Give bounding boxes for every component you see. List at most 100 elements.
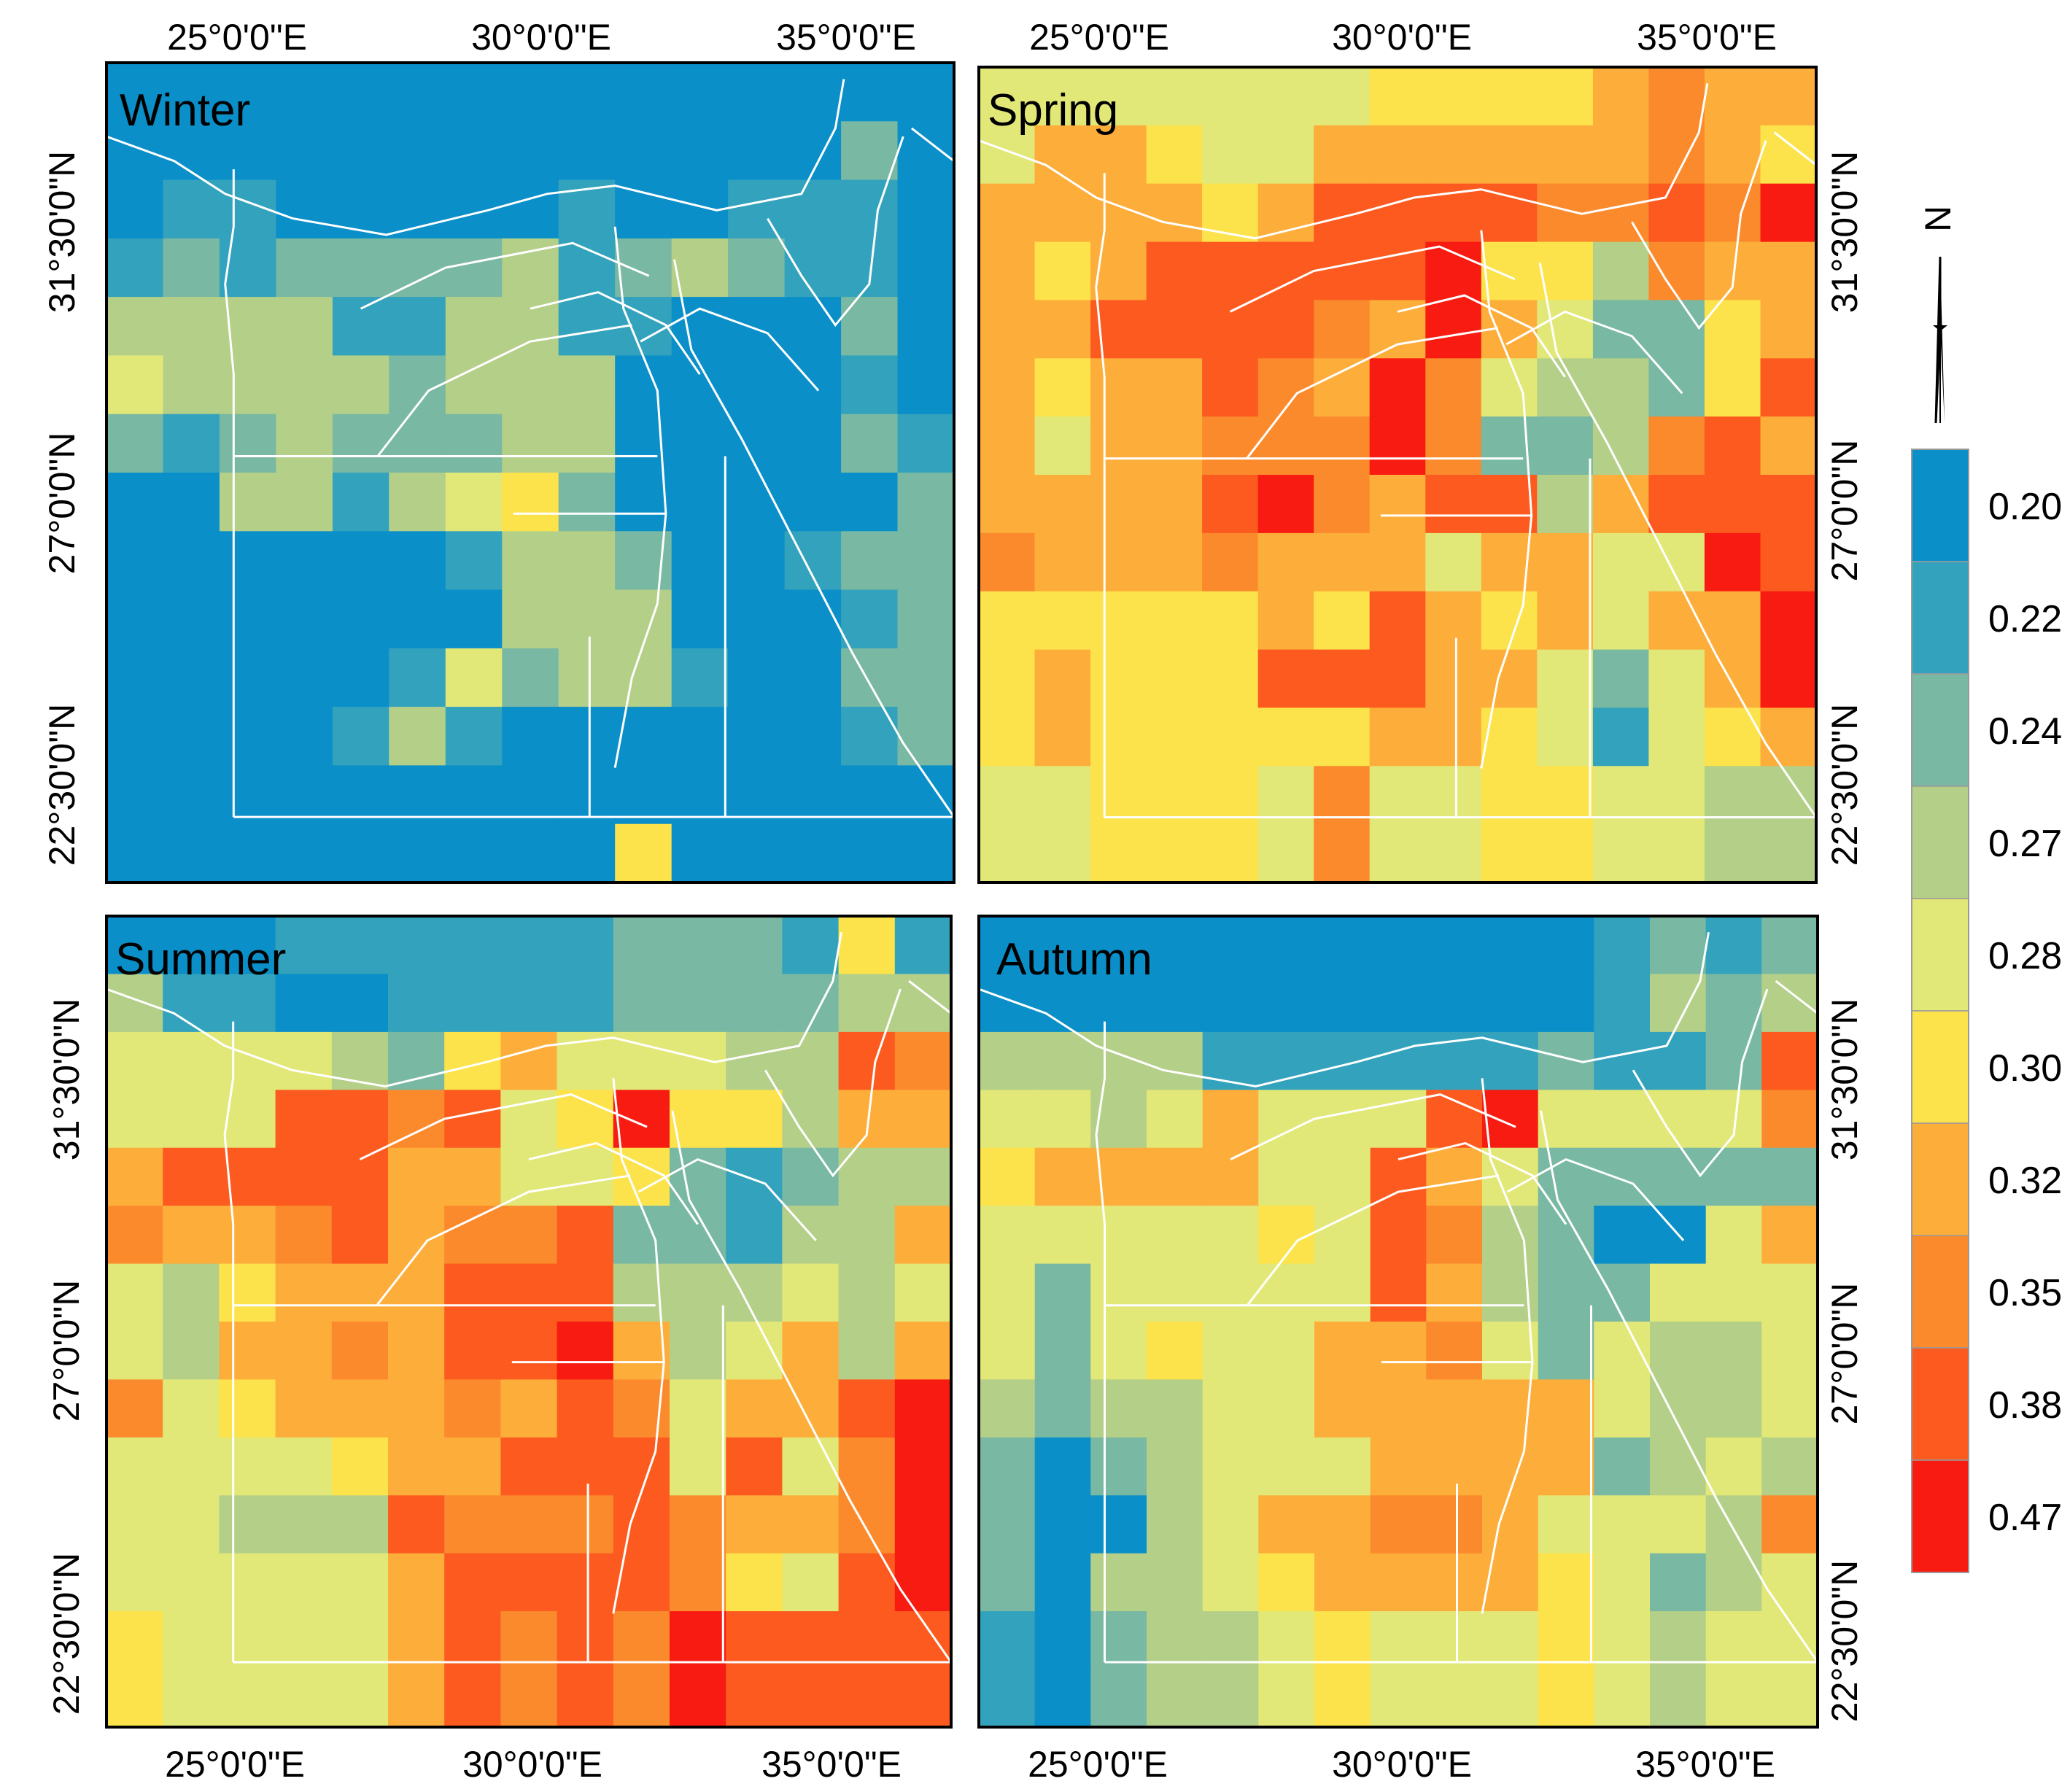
grid-cell xyxy=(726,916,783,974)
legend-swatch xyxy=(1911,673,1969,787)
grid-cell xyxy=(106,1437,163,1496)
grid-cell xyxy=(332,238,389,298)
grid-cell xyxy=(894,974,951,1033)
grid-cell xyxy=(1314,300,1371,359)
grid-cell xyxy=(1257,707,1314,767)
grid-cell xyxy=(1257,766,1314,825)
grid-cell xyxy=(782,1495,840,1554)
bottom-x-axis: 25°0'0"E 30°0'0"E 35°0'0"E 25°0'0"E 30°0… xyxy=(165,1744,1775,1785)
grid-cell xyxy=(1704,532,1761,592)
grid-cell xyxy=(1425,591,1482,651)
y-tick-label: 22°30'0"N xyxy=(1824,704,1865,866)
grid-cell xyxy=(1760,591,1816,651)
spring-grid-cells xyxy=(979,67,1816,883)
grid-cell xyxy=(389,823,446,883)
grid-cell xyxy=(1369,824,1426,883)
grid-cell xyxy=(331,974,389,1033)
grid-cell xyxy=(1761,1669,1818,1727)
grid-cell xyxy=(557,1669,614,1727)
grid-cell xyxy=(1648,766,1705,825)
autumn-panel-frame xyxy=(977,915,1819,1729)
grid-cell xyxy=(276,414,333,473)
grid-cell xyxy=(1202,1553,1259,1612)
grid-cell xyxy=(388,1147,445,1206)
grid-cell xyxy=(728,765,786,825)
grid-cell xyxy=(1481,358,1538,417)
grid-cell xyxy=(615,473,672,532)
grid-cell xyxy=(276,238,333,298)
grid-cell xyxy=(1650,1322,1707,1380)
grid-cell xyxy=(670,1379,726,1438)
grid-cell xyxy=(1034,591,1091,651)
grid-cell xyxy=(331,1437,389,1496)
grid-cell xyxy=(1592,707,1649,767)
grid-cell xyxy=(841,531,899,591)
legend-swatch xyxy=(1911,449,1969,562)
grid-cell xyxy=(1202,766,1259,825)
grid-cell xyxy=(1648,300,1705,359)
grid-cell xyxy=(1370,1669,1427,1727)
grid-cell xyxy=(728,63,786,122)
grid-cell xyxy=(1761,974,1818,1033)
legend-label: 0.27 xyxy=(1988,823,2062,865)
grid-cell xyxy=(670,1263,726,1322)
grid-cell xyxy=(275,1437,333,1496)
grid-cell xyxy=(784,473,842,532)
grid-cell xyxy=(979,416,1036,476)
grid-cell xyxy=(331,1553,389,1612)
grid-cell xyxy=(615,355,672,415)
grid-cell xyxy=(671,63,729,122)
grid-cell xyxy=(1648,649,1705,709)
grid-cell xyxy=(1034,475,1091,534)
grid-cell xyxy=(1202,1611,1259,1670)
grid-cell xyxy=(1314,416,1371,476)
grid-cell xyxy=(444,1495,501,1554)
grid-cell xyxy=(1314,358,1371,417)
grid-cell xyxy=(389,179,446,239)
grid-cell xyxy=(1704,766,1761,825)
grid-cell xyxy=(331,1206,389,1265)
grid-cell xyxy=(275,1495,333,1554)
grid-cell xyxy=(613,1206,670,1265)
grid-cell xyxy=(1705,1553,1762,1612)
grid-cell xyxy=(1592,649,1649,709)
grid-cell xyxy=(728,179,786,239)
grid-cell xyxy=(1202,1206,1259,1265)
grid-cell xyxy=(1760,183,1816,243)
grid-cell xyxy=(1760,766,1816,825)
grid-cell xyxy=(1147,1147,1203,1206)
grid-cell xyxy=(106,1553,163,1612)
grid-cell xyxy=(219,121,276,181)
grid-cell xyxy=(1592,416,1649,476)
grid-cell xyxy=(557,1611,614,1670)
grid-cell xyxy=(444,1669,501,1727)
grid-cell xyxy=(1258,1495,1315,1554)
grid-cell xyxy=(1704,591,1761,651)
grid-cell xyxy=(500,1553,558,1612)
grid-cell xyxy=(163,589,220,649)
grid-cell xyxy=(1704,649,1761,709)
grid-cell xyxy=(1481,241,1538,301)
grid-cell xyxy=(219,473,276,532)
grid-cell xyxy=(388,974,445,1033)
grid-cell xyxy=(1146,183,1203,243)
grid-cell xyxy=(500,1437,558,1496)
grid-cell xyxy=(1369,300,1426,359)
grid-cell xyxy=(1650,1147,1707,1206)
legend-labels: 0.20 0.22 0.24 0.27 0.28 0.30 0.32 0.35 … xyxy=(1988,486,2062,1539)
grid-cell xyxy=(1370,974,1427,1033)
grid-cell xyxy=(558,707,616,766)
grid-cell xyxy=(106,1090,163,1149)
grid-cell xyxy=(500,1147,558,1206)
legend-swatch xyxy=(1911,1235,1969,1349)
grid-cell xyxy=(219,589,276,649)
grid-cell xyxy=(219,63,276,122)
color-legend: 0.20 0.22 0.24 0.27 0.28 0.30 0.32 0.35 … xyxy=(1911,449,2062,1573)
grid-cell xyxy=(1314,1147,1371,1206)
grid-cell xyxy=(500,916,558,974)
grid-cell xyxy=(1650,1495,1707,1554)
grid-cell xyxy=(979,1206,1036,1265)
grid-cell xyxy=(1090,1611,1147,1670)
grid-cell xyxy=(671,238,729,298)
grid-cell xyxy=(1314,1322,1371,1380)
